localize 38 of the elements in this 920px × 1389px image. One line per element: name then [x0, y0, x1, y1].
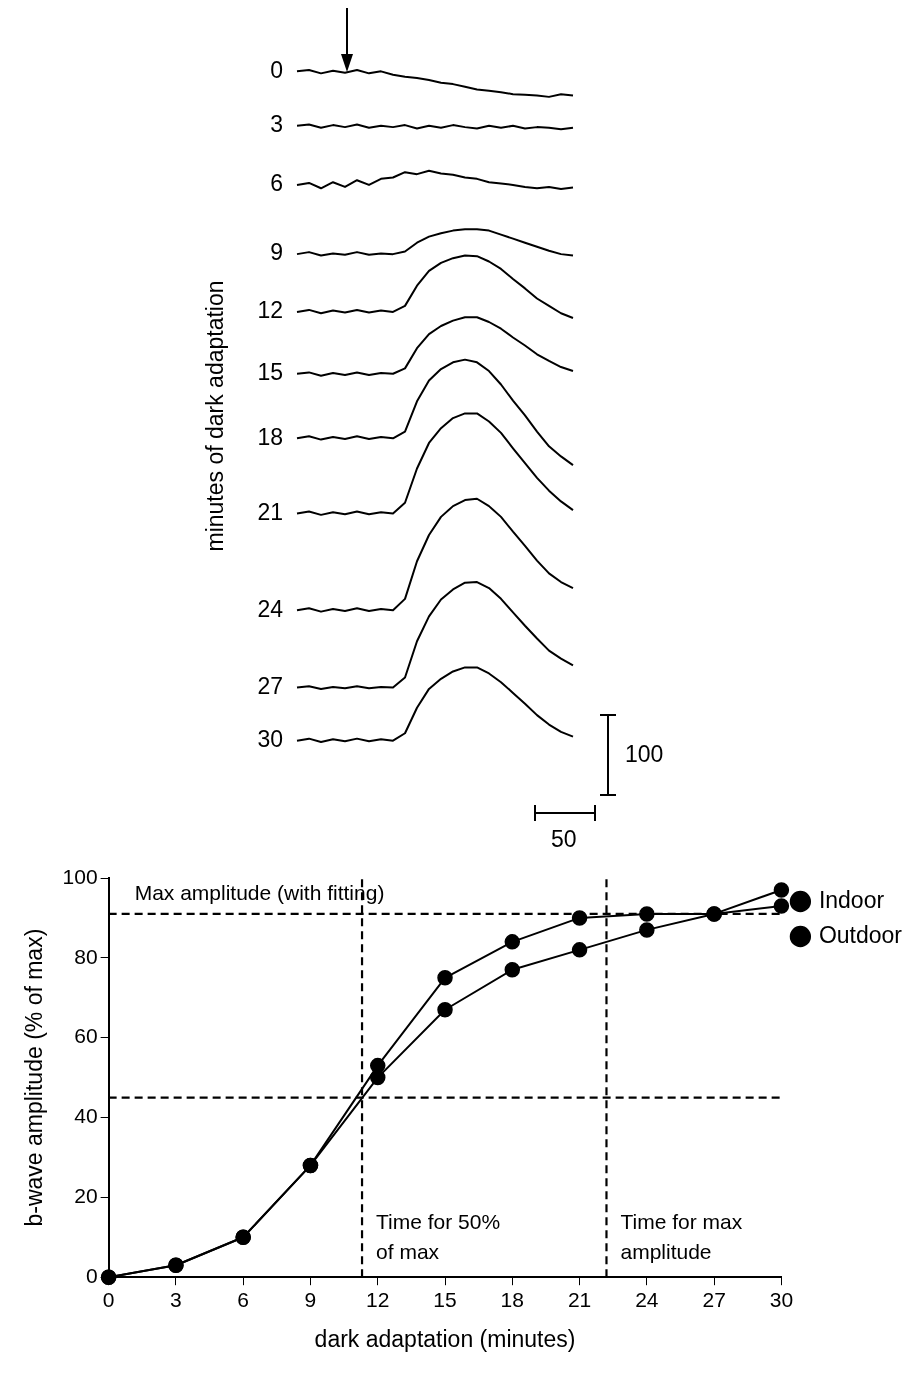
y-tick-label: 60	[74, 1024, 98, 1048]
series-label: 3	[270, 111, 283, 138]
y-tick-label: 100	[62, 864, 98, 888]
x-tick-label: 15	[433, 1287, 457, 1311]
x-tick-label: 18	[500, 1287, 524, 1311]
y-tick-label: 40	[74, 1104, 98, 1128]
y-tick-label: 0	[85, 1264, 98, 1287]
y-axis-title: minutes of dark adaptation	[202, 280, 229, 552]
x-tick-label: 21	[567, 1287, 592, 1311]
ref-line-label: Max amplitude (with fitting)	[134, 880, 385, 904]
y-tick-label: 20	[74, 1184, 98, 1208]
x-tick-label: 27	[702, 1287, 726, 1311]
legend-label: Indoor	[818, 886, 885, 913]
x-tick-label: 30	[769, 1287, 794, 1311]
series-label: 30	[257, 726, 283, 752]
y-axis-title: b-wave amplitude (% of max)	[21, 928, 48, 1227]
series-label: 24	[257, 595, 284, 622]
series-label: 0	[270, 56, 283, 83]
series-label: 12	[257, 297, 283, 324]
text: 50	[551, 826, 577, 853]
x-tick-label: 0	[102, 1287, 115, 1311]
x-tick-label: 6	[237, 1287, 250, 1311]
series-label: 18	[257, 423, 283, 450]
legend-label: Outdoor	[818, 921, 903, 948]
text: 100	[625, 741, 664, 768]
x-tick-label: 24	[635, 1287, 659, 1311]
series-label: 15	[257, 359, 283, 386]
x-tick-label: 12	[366, 1287, 390, 1311]
ref-line-label: Time for 50% of max	[376, 1210, 501, 1264]
x-tick-label: 9	[304, 1287, 317, 1311]
x-axis-title: dark adaptation (minutes)	[314, 1325, 576, 1352]
series-label: 21	[257, 498, 283, 525]
y-tick-label: 80	[74, 944, 98, 968]
ref-line-label: Time for max amplitude	[620, 1210, 743, 1264]
series-label: 27	[257, 672, 283, 699]
x-tick-label: 3	[170, 1287, 182, 1311]
series-label: 9	[270, 239, 283, 266]
series-label: 6	[270, 170, 283, 197]
